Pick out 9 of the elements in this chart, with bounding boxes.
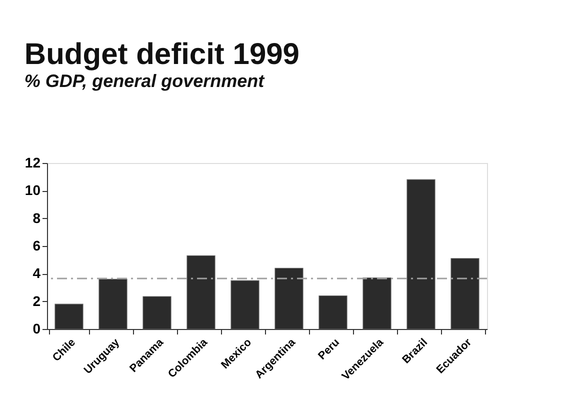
y-tick-label: 8: [32, 210, 41, 226]
y-tick-label: 6: [32, 238, 41, 254]
y-tick-label: 4: [32, 265, 41, 282]
y-tick-label: 0: [32, 320, 41, 336]
y-tick-label: 2: [32, 292, 41, 309]
y-tick-label: 12: [24, 154, 41, 170]
chart-title: Budget deficit 1999: [24, 38, 300, 71]
y-tick-label: 10: [24, 182, 41, 198]
chart-subtitle: % GDP, general government: [24, 71, 266, 91]
